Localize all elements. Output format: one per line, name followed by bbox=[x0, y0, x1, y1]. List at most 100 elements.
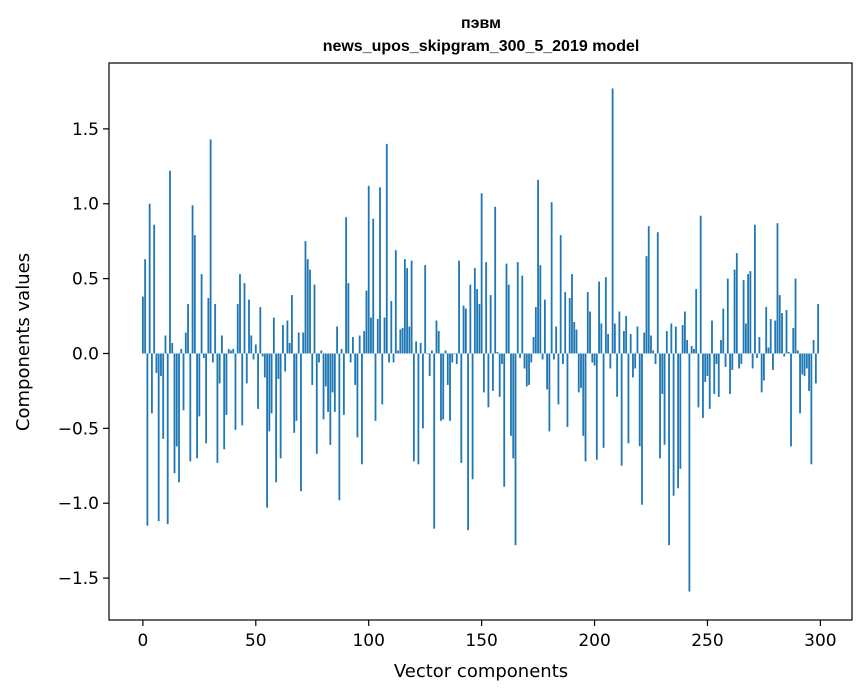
bar bbox=[498, 353, 501, 397]
bar bbox=[776, 223, 779, 354]
bar bbox=[381, 353, 384, 405]
bar bbox=[243, 283, 246, 354]
bar bbox=[453, 353, 456, 355]
bar bbox=[342, 353, 345, 415]
x-axis-ticks: 0 50 100 150 200 250 300 bbox=[137, 620, 837, 651]
bar bbox=[151, 353, 153, 414]
bar bbox=[609, 353, 612, 369]
bar bbox=[309, 269, 311, 354]
bar bbox=[399, 329, 402, 354]
bar bbox=[799, 353, 801, 414]
bar bbox=[478, 304, 481, 354]
bar bbox=[444, 350, 447, 354]
bar bbox=[446, 353, 449, 385]
bar bbox=[331, 353, 334, 393]
bar bbox=[577, 353, 580, 393]
bar bbox=[548, 353, 551, 432]
bar bbox=[805, 353, 808, 369]
bar bbox=[236, 304, 239, 354]
bar bbox=[144, 259, 147, 354]
bar bbox=[184, 332, 187, 354]
bar bbox=[489, 295, 492, 354]
bar bbox=[772, 353, 774, 370]
bar bbox=[171, 343, 174, 354]
bar bbox=[704, 353, 707, 382]
bar bbox=[690, 345, 693, 354]
bar bbox=[537, 179, 539, 354]
bar bbox=[510, 353, 512, 436]
bar bbox=[234, 353, 237, 430]
bar bbox=[641, 353, 643, 505]
bar bbox=[385, 143, 388, 354]
bar bbox=[322, 353, 325, 420]
bar bbox=[275, 353, 278, 483]
bar bbox=[218, 353, 221, 384]
bar bbox=[216, 353, 219, 463]
bar bbox=[225, 353, 228, 415]
bar bbox=[460, 353, 463, 463]
bar bbox=[254, 344, 257, 354]
bar bbox=[785, 310, 788, 354]
bar bbox=[688, 353, 691, 592]
bar bbox=[349, 353, 352, 363]
bar bbox=[270, 353, 273, 414]
bar bbox=[426, 353, 429, 355]
bar bbox=[485, 262, 488, 354]
bar bbox=[211, 353, 214, 363]
bar bbox=[494, 206, 497, 354]
bar bbox=[272, 317, 275, 354]
bar bbox=[401, 328, 404, 354]
bar bbox=[632, 353, 634, 378]
bar bbox=[571, 274, 573, 354]
bar bbox=[519, 353, 521, 358]
bar bbox=[731, 353, 734, 370]
bar bbox=[699, 215, 702, 354]
bar bbox=[812, 340, 815, 354]
bar bbox=[695, 289, 698, 354]
bar bbox=[141, 296, 144, 354]
bar bbox=[169, 170, 171, 354]
x-tick-label: 0 bbox=[137, 631, 148, 651]
bar bbox=[729, 353, 731, 394]
bar bbox=[702, 353, 704, 418]
bar bbox=[539, 265, 542, 354]
bar bbox=[415, 341, 418, 354]
bar bbox=[293, 353, 296, 433]
bar bbox=[659, 353, 661, 459]
chart-title-group: пэвм news_upos_skipgram_300_5_2019 model bbox=[323, 15, 640, 55]
bar bbox=[492, 353, 494, 391]
bar bbox=[763, 353, 765, 381]
bar bbox=[586, 292, 589, 354]
bar bbox=[324, 353, 327, 387]
bar bbox=[259, 307, 262, 354]
bar bbox=[589, 311, 591, 354]
bar bbox=[627, 353, 630, 444]
bar bbox=[532, 337, 535, 354]
bar bbox=[751, 353, 754, 369]
bar bbox=[451, 353, 454, 363]
bar bbox=[374, 353, 377, 421]
bar bbox=[794, 278, 797, 354]
y-axis-ticks: −1.5 −1.0 −0.5 0.0 0.5 1.0 1.5 bbox=[58, 120, 109, 589]
bar bbox=[613, 323, 616, 354]
bar bbox=[672, 353, 675, 496]
bar bbox=[726, 278, 729, 354]
bar bbox=[679, 353, 682, 469]
bar bbox=[408, 326, 411, 354]
bar bbox=[598, 281, 600, 354]
bar bbox=[345, 217, 348, 354]
bar bbox=[661, 353, 664, 394]
bar bbox=[455, 353, 458, 364]
bars-group bbox=[141, 88, 820, 592]
bar bbox=[166, 353, 169, 525]
bar bbox=[525, 353, 528, 387]
bar bbox=[645, 256, 648, 354]
x-tick-label: 100 bbox=[352, 631, 384, 651]
bar bbox=[516, 262, 519, 354]
bar bbox=[760, 353, 763, 393]
bar bbox=[758, 337, 761, 354]
bar bbox=[320, 350, 323, 354]
bar bbox=[654, 353, 657, 364]
bar bbox=[733, 269, 736, 354]
